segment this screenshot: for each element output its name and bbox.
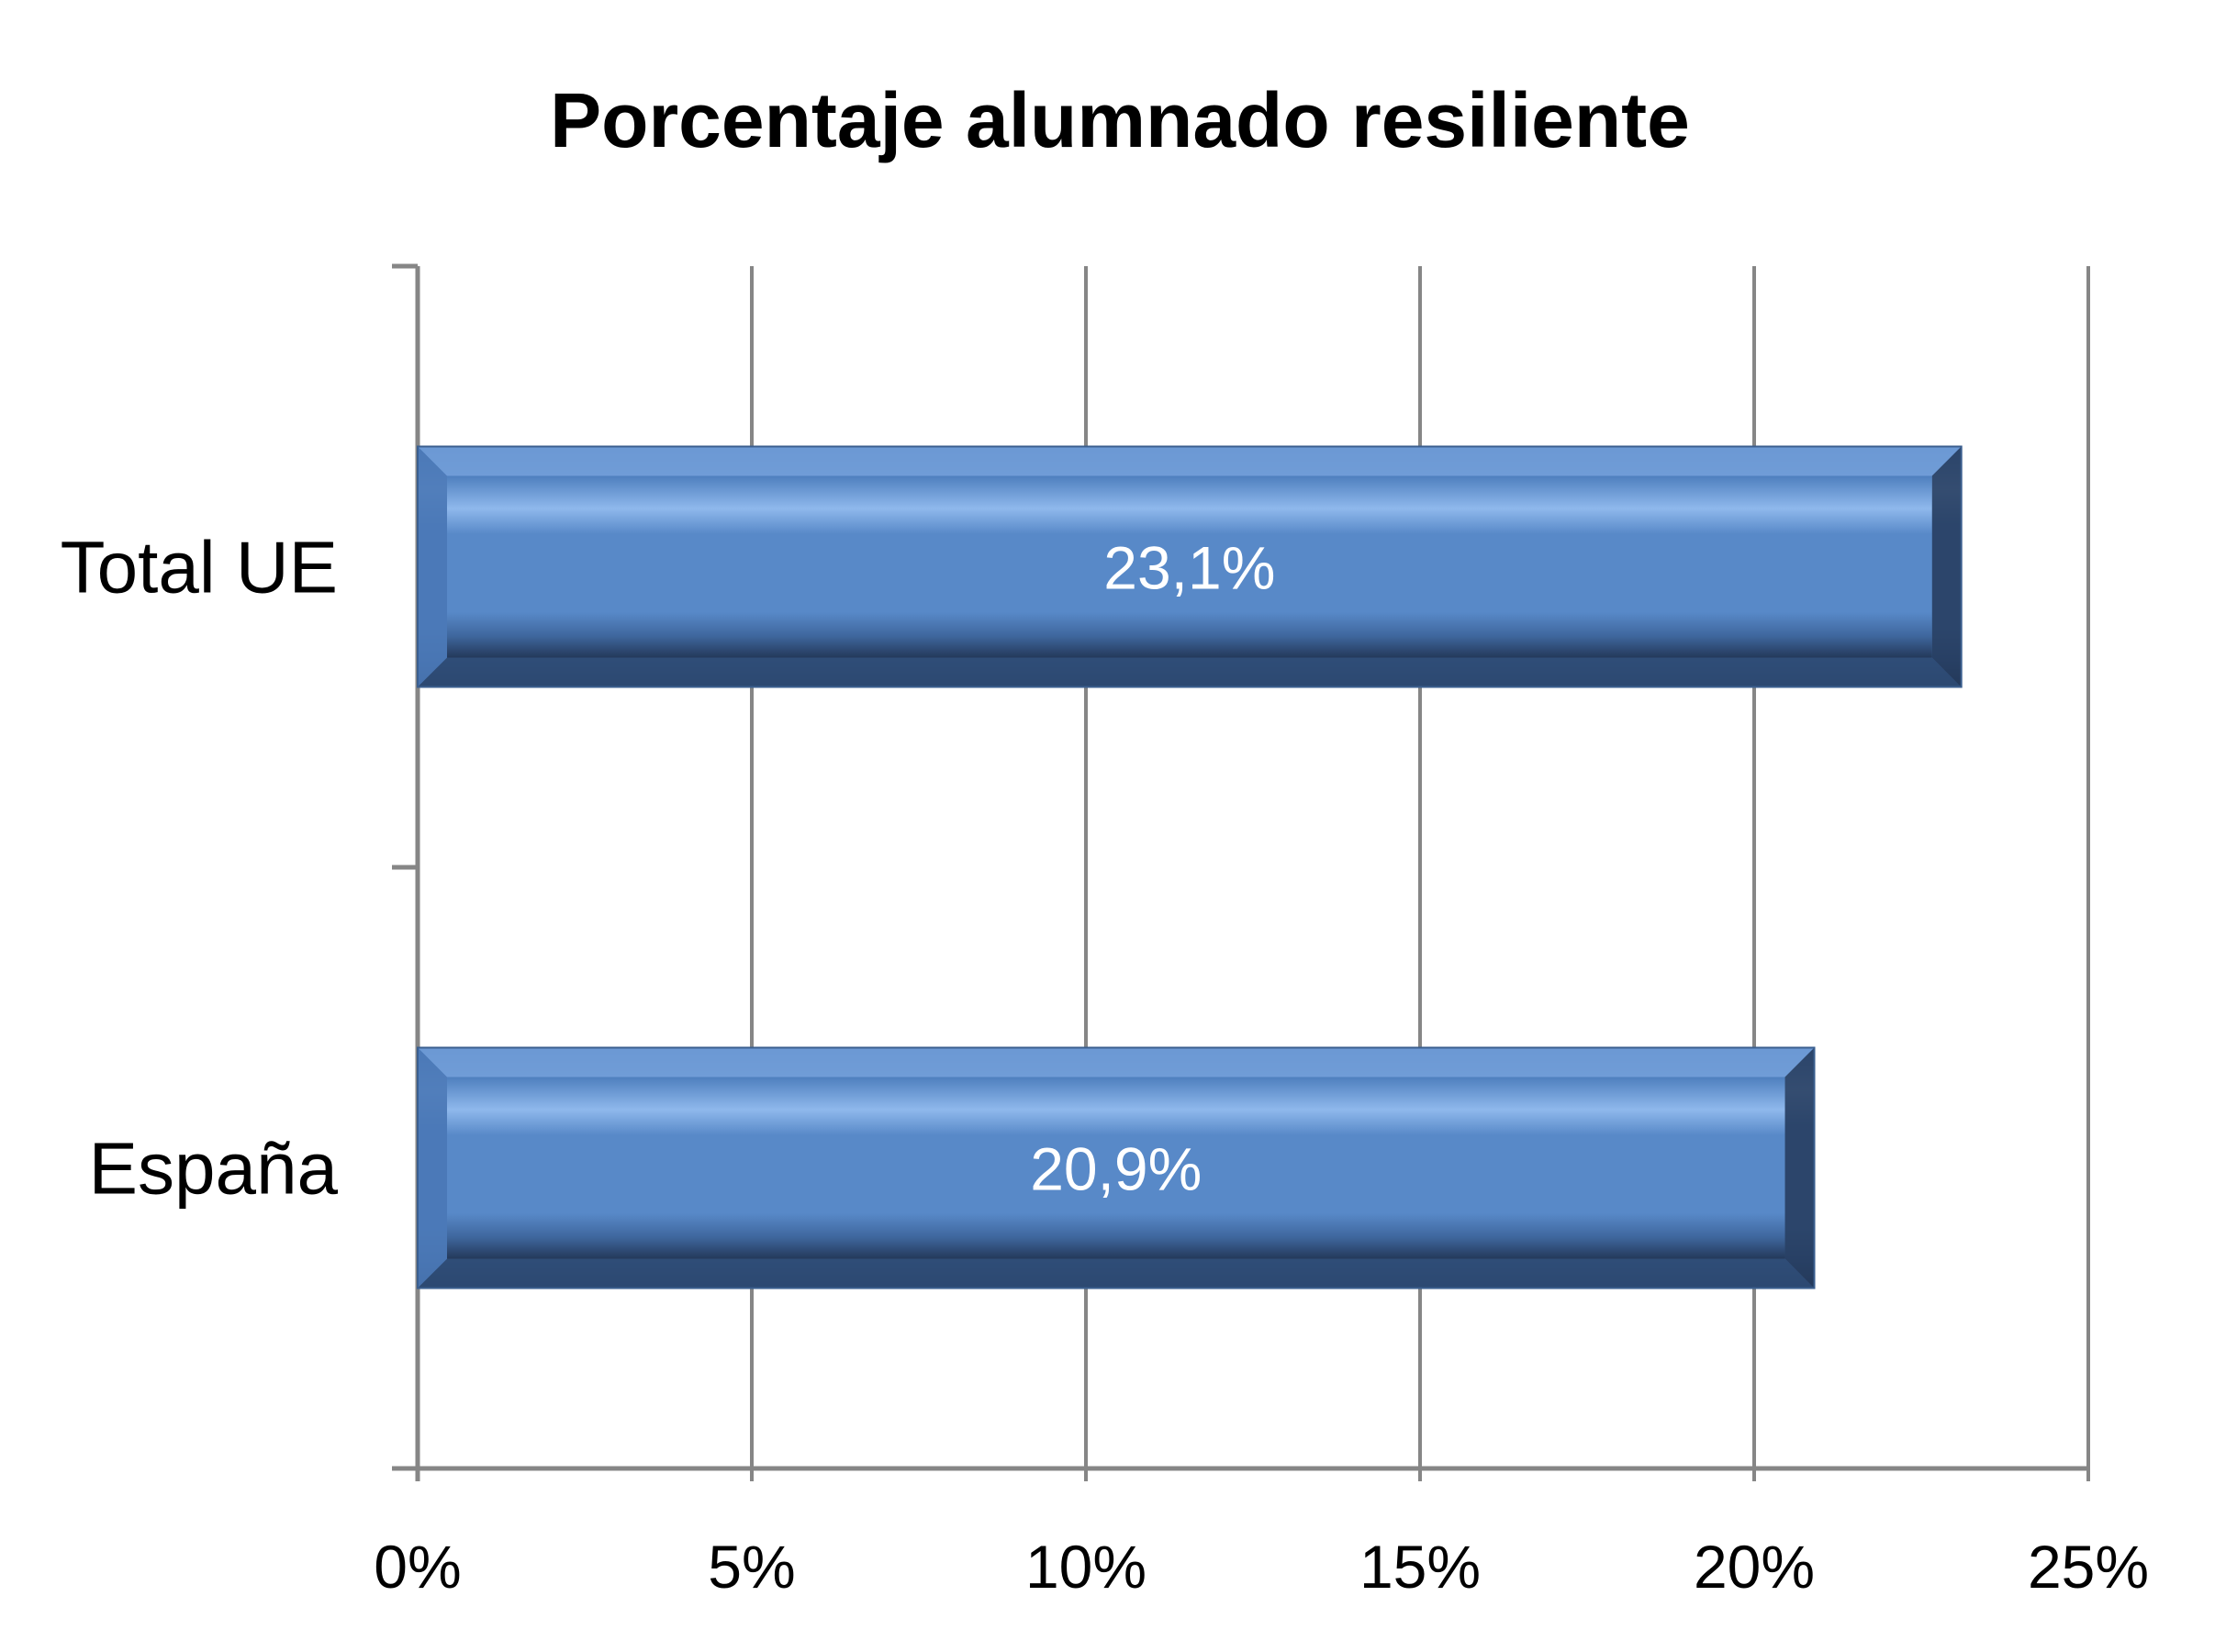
x-tick-label: 10% [1025,1533,1147,1601]
bar-bevel-right [1784,1047,1815,1289]
bar-outline [417,1046,1816,1289]
bar-face [447,475,1932,658]
bar-data-label: 20,9% [1030,1135,1202,1203]
bar-data-label: 23,1% [1103,534,1275,602]
bar-bevel-top [418,446,1962,476]
x-tick-label: 5% [708,1533,795,1601]
bar-2 [417,1046,1816,1289]
chart-title: Porcentaje alumnado resiliente [550,77,1690,163]
x-tick-label: 25% [2028,1533,2149,1601]
bar-outline [417,445,1963,688]
x-tick-label: 15% [1359,1533,1481,1601]
bar-bevel-bottom [418,1258,1815,1289]
category-label: Total UE [61,527,338,608]
bar-bevel-right [1931,446,1962,687]
x-tick-label: 20% [1694,1533,1815,1601]
x-tick-label: 0% [374,1533,461,1601]
bar-face [447,1077,1785,1259]
bars [417,445,1963,1289]
bar-1 [417,445,1963,688]
bar-bevel-left [418,1047,447,1289]
bar-bevel-bottom [418,657,1962,687]
bar-bevel-left [418,446,447,687]
bar-bevel-top [418,1047,1815,1077]
category-label: España [89,1128,339,1210]
labels: 0% 5% 10% 15% 20% 25% 23,1% Total UE 20,9% España [61,527,2149,1602]
